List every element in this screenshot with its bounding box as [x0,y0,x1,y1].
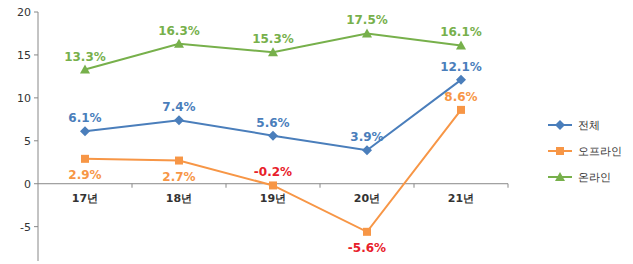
data-label: 3.9% [350,130,383,144]
x-tick [226,184,227,188]
plot-area [80,28,466,235]
data-labels: 6.1% 7.4% 5.6% 3.9% 12.1% 2.9% 2.7% -0.2% -5.6% 8… [64,13,482,254]
x-tick-label: 20년 [354,192,380,205]
marker [174,39,184,48]
marker [268,47,278,56]
x-tick [132,184,133,188]
data-label: 2.9% [68,168,101,182]
marker [268,131,278,141]
y-tick-label: -5 [20,221,31,234]
y-tick [34,54,38,55]
data-label: 13.3% [64,50,106,64]
legend-label: 전체 [578,119,600,132]
marker [80,126,90,136]
series-line [85,110,461,232]
y-tick [34,12,38,13]
data-label: 16.3% [158,24,200,38]
marker [175,157,183,165]
data-label: 15.3% [252,32,294,46]
x-tick [508,184,509,188]
marker [269,181,277,189]
y-tick-label: 10 [17,92,31,105]
x-tick-label: 18년 [166,192,192,205]
y-tick [34,140,38,141]
data-label: -5.6% [348,241,386,255]
y-tick [34,226,38,227]
y-tick-label: 20 [17,6,31,19]
x-tick-label: 17년 [72,192,98,205]
x-tick [320,184,321,188]
data-label: 6.1% [68,111,101,125]
y-tick [34,183,38,184]
marker [362,145,372,155]
marker [80,65,90,74]
data-label: 8.6% [444,90,477,104]
data-label: 12.1% [440,60,482,74]
marker [457,106,465,114]
x-tick-label: 19년 [260,192,286,205]
data-label: 16.1% [440,25,482,39]
y-tick-label: 15 [17,49,31,62]
marker [555,172,565,181]
data-label: 7.4% [162,100,195,114]
marker [81,155,89,163]
y-tick-label: 5 [24,135,31,148]
chart-svg: -5 0 5 10 15 20 17년 18년 19년 20년 21년 6.1% 7.4% 5.6% 3.9… [0,0,633,264]
data-label: 17.5% [346,13,388,27]
marker [555,120,565,130]
x-tick [414,184,415,188]
y-tick [34,97,38,98]
chart: -5 0 5 10 15 20 17년 18년 19년 20년 21년 6.1% 7.4% 5.6% 3.9… [0,0,633,264]
marker [363,228,371,236]
data-label: -0.2% [254,165,292,179]
legend: 전체오프라인온라인 [548,119,622,184]
data-label: 2.7% [162,170,195,184]
marker [556,147,564,155]
x-tick-label: 21년 [448,192,474,205]
legend-label: 온라인 [578,171,611,184]
y-tick-label: 0 [24,178,31,191]
data-label: 5.6% [256,116,289,130]
marker [362,28,372,37]
series-line [85,80,461,150]
marker [456,75,466,85]
marker [456,40,466,49]
y-axis [38,12,39,261]
legend-label: 오프라인 [578,145,622,158]
marker [174,115,184,125]
